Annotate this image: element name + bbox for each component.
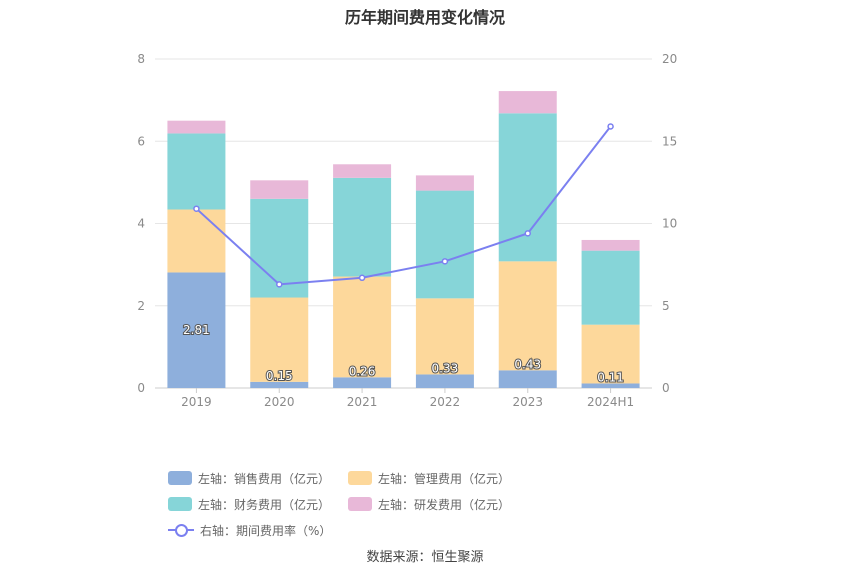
bar-rd — [333, 164, 392, 178]
bar-admin — [581, 324, 640, 384]
bar-sales — [581, 383, 640, 388]
bar-rd — [167, 120, 226, 134]
y-right-tick-label: 0 — [662, 381, 670, 395]
bar-sales — [333, 377, 392, 388]
bar-admin — [167, 209, 226, 273]
legend-item-admin[interactable]: 左轴：管理费用（亿元） — [348, 470, 510, 486]
rate-point — [358, 274, 366, 282]
legend-item-finance[interactable]: 左轴：财务费用（亿元） — [168, 496, 330, 512]
rate-point — [193, 205, 200, 212]
legend-item-rate[interactable]: 右轴：期间费用率（%） — [168, 522, 331, 538]
sales-data-label: 0.26 — [349, 364, 376, 378]
legend-line-marker — [168, 523, 194, 537]
bar-admin — [250, 297, 309, 382]
bar-rd — [498, 91, 557, 114]
y-left-tick-label: 8 — [137, 52, 145, 66]
y-right-tick-label: 15 — [662, 134, 677, 148]
bar-finance — [250, 198, 309, 298]
x-tick-label: 2024H1 — [587, 395, 634, 409]
sales-data-label: 0.11 — [597, 370, 624, 384]
y-left-tick-label: 0 — [137, 381, 145, 395]
y-left-tick-label: 2 — [137, 299, 145, 313]
x-tick-label: 2019 — [181, 395, 212, 409]
rate-point — [276, 281, 283, 288]
legend-label: 左轴：研发费用（亿元） — [378, 497, 511, 512]
legend-label: 右轴：期间费用率（%） — [200, 523, 332, 538]
bar-rd — [581, 239, 640, 251]
legend-swatch — [168, 497, 192, 511]
sales-data-label: 0.15 — [266, 369, 293, 383]
legend-item-sales[interactable]: 左轴：销售费用（亿元） — [168, 470, 330, 486]
bar-rd — [415, 175, 474, 191]
y-right-tick-label: 10 — [662, 217, 677, 231]
rate-point — [524, 230, 531, 237]
sales-data-label: 0.43 — [514, 357, 541, 371]
legend-item-rd[interactable]: 左轴：研发费用（亿元） — [348, 496, 510, 512]
rate-line — [195, 125, 612, 286]
y-right-tick-label: 20 — [662, 52, 677, 66]
x-tick-label: 2022 — [430, 395, 461, 409]
data-source-note: 数据来源：恒生聚源 — [366, 550, 484, 565]
y-left-tick-label: 6 — [137, 134, 145, 148]
legend-swatch — [168, 471, 192, 485]
legend-swatch — [348, 471, 373, 485]
chart-plot: 0 2 4 6 8 0 5 10 15 20 2019 2020 2021 2022 2023 2024H1 2… — [137, 52, 677, 409]
legend-label: 左轴：管理费用（亿元） — [378, 471, 511, 486]
sales-data-label: 2.81 — [183, 323, 210, 337]
bar-finance — [167, 133, 226, 210]
y-right-tick-label: 5 — [662, 299, 670, 313]
x-tick-label: 2020 — [264, 395, 295, 409]
bar-rd — [250, 180, 309, 199]
chart-title: 历年期间费用变化情况 — [344, 8, 505, 27]
bar-admin — [498, 261, 557, 371]
bar-admin — [333, 276, 392, 378]
bar-sales — [415, 374, 474, 388]
bar-sales — [250, 381, 309, 388]
chart-legend: 左轴：销售费用（亿元） 左轴：管理费用（亿元） 左轴：财务费用（亿元） 左轴：研发费用… — [168, 470, 688, 538]
sales-data-label: 0.33 — [432, 361, 459, 375]
legend-swatch — [348, 497, 373, 511]
rate-point — [607, 123, 614, 130]
bar-sales — [167, 272, 226, 388]
x-tick-label: 2021 — [347, 395, 378, 409]
x-tick-label: 2023 — [512, 395, 543, 409]
bar-admin — [415, 298, 474, 375]
bar-finance — [333, 177, 392, 277]
bar-finance — [415, 190, 474, 299]
legend-label: 左轴：财务费用（亿元） — [198, 497, 331, 512]
legend-label: 左轴：销售费用（亿元） — [198, 471, 331, 486]
bar-finance — [498, 113, 557, 262]
bar-sales — [498, 370, 557, 388]
bar-finance — [581, 250, 640, 325]
y-left-tick-label: 4 — [137, 217, 145, 231]
rate-point — [441, 258, 449, 265]
